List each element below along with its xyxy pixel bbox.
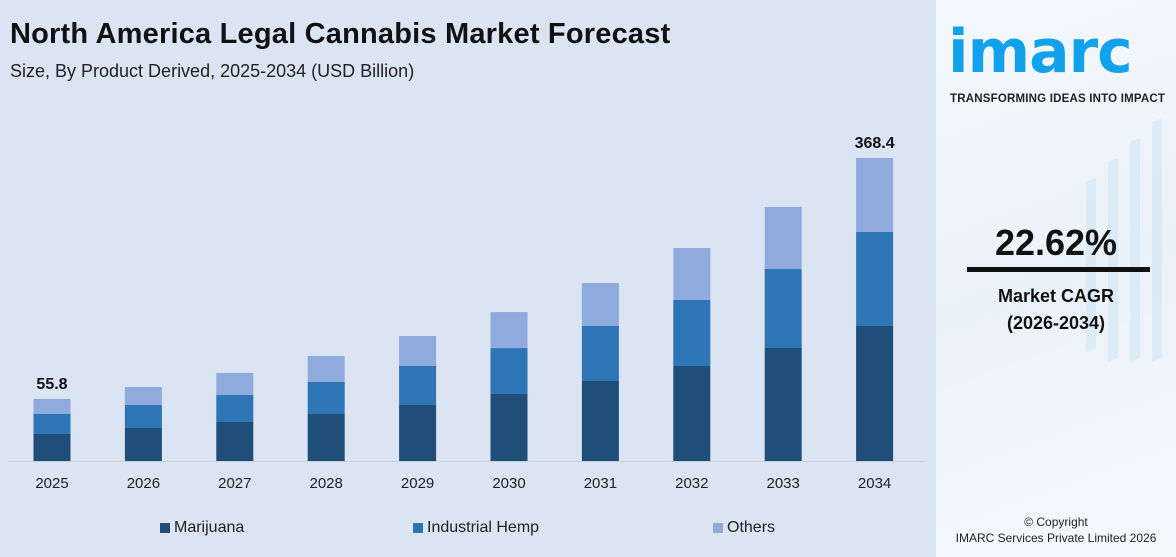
x-tick-label: 2027	[218, 475, 251, 492]
imarc-logo: imarc	[948, 17, 1133, 87]
x-tick-label: 2032	[675, 475, 708, 492]
x-tick-label: 2029	[401, 475, 434, 492]
x-tick-label: 2033	[767, 475, 800, 492]
bar-industrial-hemp-2028	[307, 382, 345, 415]
legend-label: Industrial Hemp	[427, 519, 540, 536]
bar-marijuana-2030	[490, 394, 528, 461]
bar-others-2027	[216, 372, 254, 395]
bar-others-2030	[490, 312, 528, 349]
bar-marijuana-2031	[581, 380, 619, 461]
x-tick-label: 2030	[492, 475, 525, 492]
copyright: © Copyright IMARC Services Private Limit…	[936, 514, 1176, 546]
bar-others-2026	[124, 387, 162, 405]
chart-subtitle: Size, By Product Derived, 2025-2034 (USD…	[10, 61, 415, 81]
bar-others-2028	[307, 356, 345, 383]
legend-item: Marijuana	[160, 519, 244, 537]
bar-industrial-hemp-2030	[490, 348, 528, 395]
bar-others-2031	[581, 283, 619, 327]
bar-industrial-hemp-2033	[764, 268, 802, 348]
cagr-label: Market CAGR (2026-2034)	[936, 283, 1176, 337]
bar-others-2034	[856, 157, 894, 232]
stacked-bar-chart: 2025 55.8 2026 2027 2028 2029 2030 2031 2032 2033…	[8, 135, 925, 492]
x-tick-label: 2026	[127, 475, 160, 492]
bar-industrial-hemp-2032	[673, 299, 711, 367]
bar-marijuana-2033	[764, 347, 802, 461]
bar-industrial-hemp-2026	[124, 404, 162, 429]
bar-others-2033	[764, 206, 802, 269]
legend-label: Marijuana	[174, 519, 245, 536]
bar-industrial-hemp-2034	[856, 231, 894, 327]
bar-marijuana-2032	[673, 366, 711, 461]
legend: Marijuana Industrial Hemp Others	[0, 519, 936, 539]
sidebar: imarc TRANSFORMING IDEAS INTO IMPACT 22.…	[936, 0, 1176, 557]
cagr-label-text: Market CAGR	[997, 286, 1115, 306]
bar-marijuana-2025	[33, 433, 71, 461]
cagr-value: 22.62%	[994, 222, 1118, 263]
bar-industrial-hemp-2031	[581, 326, 619, 381]
legend-item: Others	[713, 519, 775, 537]
bar-industrial-hemp-2025	[33, 413, 71, 434]
bar-marijuana-2027	[216, 421, 254, 461]
legend-item: Industrial Hemp	[413, 519, 539, 537]
legend-label: Others	[727, 519, 776, 536]
company-line: IMARC Services Private Limited 2026	[955, 531, 1157, 545]
bar-industrial-hemp-2029	[399, 365, 437, 405]
cagr-period: (2026-2034)	[1006, 313, 1106, 333]
chart-title: North America Legal Cannabis Market Fore…	[10, 18, 671, 50]
bar-marijuana-2034	[856, 326, 894, 461]
divider	[967, 267, 1150, 272]
legend-swatch	[413, 523, 423, 533]
x-tick-label: 2034	[858, 475, 891, 492]
chart-panel: North America Legal Cannabis Market Fore…	[0, 18, 936, 539]
legend-swatch	[160, 523, 170, 533]
x-tick-label: 2025	[35, 475, 68, 492]
x-tick-label: 2028	[310, 475, 343, 492]
bar-marijuana-2026	[124, 428, 162, 461]
x-tick-label: 2031	[584, 475, 617, 492]
logo-tagline: TRANSFORMING IDEAS INTO IMPACT	[950, 93, 1166, 105]
data-label: 55.8	[36, 376, 67, 393]
bar-marijuana-2029	[399, 404, 437, 461]
data-label: 368.4	[855, 135, 895, 152]
legend-swatch	[713, 523, 723, 533]
bar-industrial-hemp-2027	[216, 394, 254, 422]
bar-marijuana-2028	[307, 414, 345, 461]
bar-others-2025	[33, 398, 71, 414]
copyright-line: © Copyright	[1024, 515, 1088, 529]
bar-others-2032	[673, 248, 711, 300]
bar-others-2029	[399, 335, 437, 366]
